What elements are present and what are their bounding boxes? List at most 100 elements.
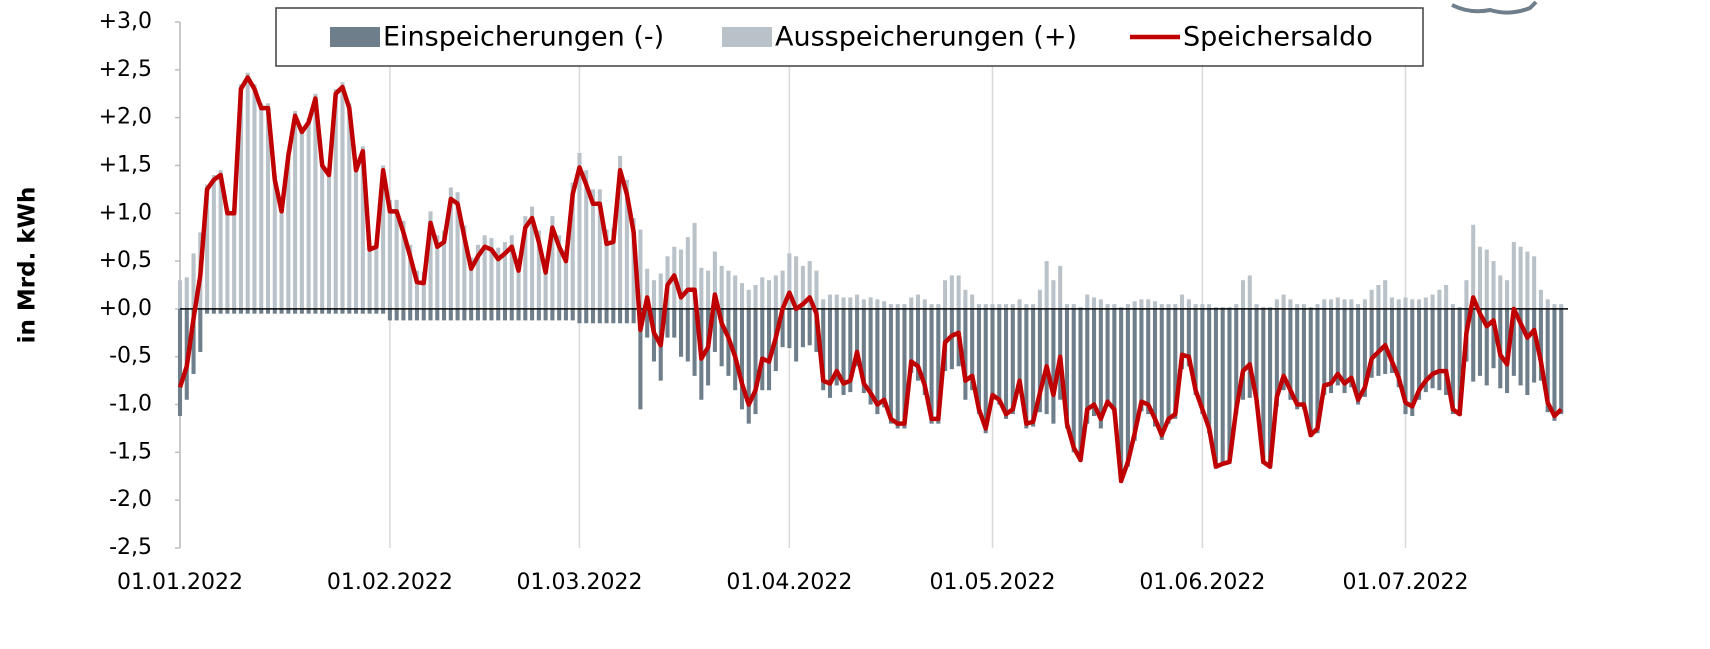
- y-tick-label: +2,0: [99, 105, 152, 130]
- bar: [211, 175, 216, 309]
- bar: [1308, 306, 1313, 309]
- bar: [1498, 275, 1503, 309]
- bar: [1315, 308, 1320, 434]
- bar: [1491, 261, 1496, 309]
- bar: [205, 184, 210, 309]
- bar: [475, 308, 480, 321]
- bar: [760, 308, 765, 391]
- bar: [523, 216, 528, 309]
- bar: [1220, 306, 1225, 309]
- bar: [455, 308, 460, 321]
- bar: [1545, 299, 1550, 309]
- bar: [238, 84, 243, 309]
- bar: [1396, 308, 1401, 388]
- bar: [1308, 308, 1313, 438]
- bar: [340, 308, 345, 314]
- legend: Einspeicherungen (-) Ausspeicherungen (+)…: [275, 7, 1424, 67]
- bar: [706, 270, 711, 309]
- bar: [428, 308, 433, 321]
- bar: [794, 256, 799, 309]
- bar: [909, 297, 914, 309]
- bar: [997, 304, 1002, 309]
- y-tick-label: -0,5: [109, 344, 152, 369]
- bar: [1024, 304, 1029, 309]
- bar: [1322, 299, 1327, 309]
- bar: [794, 308, 799, 362]
- bar: [638, 229, 643, 309]
- bar: [550, 216, 555, 309]
- bar: [374, 241, 379, 309]
- bar: [1342, 299, 1347, 309]
- bar: [882, 301, 887, 309]
- bar: [834, 308, 839, 386]
- legend-label: Speichersaldo: [1183, 22, 1373, 53]
- bar: [428, 211, 433, 309]
- bar: [1071, 308, 1076, 453]
- legend-label: Einspeicherungen (-): [383, 22, 664, 53]
- bar: [1288, 299, 1293, 309]
- x-tick-label: 01.07.2022: [1343, 570, 1469, 595]
- bar: [1559, 304, 1564, 309]
- bar: [1437, 308, 1442, 391]
- bar: [997, 308, 1002, 405]
- bar: [1254, 308, 1259, 405]
- bar: [563, 308, 568, 321]
- bar: [1356, 304, 1361, 309]
- bar: [1200, 304, 1205, 309]
- bar: [990, 308, 995, 400]
- bar: [530, 308, 535, 321]
- bar: [1017, 308, 1022, 391]
- bar: [1152, 308, 1158, 427]
- bar: [1213, 308, 1218, 469]
- bar: [1491, 308, 1496, 369]
- bar: [340, 82, 345, 309]
- bar: [225, 308, 230, 314]
- bar: [414, 270, 420, 309]
- bar: [1119, 306, 1124, 309]
- bar: [990, 304, 995, 309]
- bar: [448, 187, 453, 309]
- bar: [259, 308, 264, 314]
- bar: [435, 235, 440, 309]
- bar: [191, 253, 196, 309]
- bar: [1450, 304, 1455, 309]
- bar: [1511, 308, 1516, 376]
- bar: [1105, 308, 1110, 407]
- bar: [1383, 308, 1388, 374]
- x-tick-label: 01.02.2022: [327, 570, 453, 595]
- bar: [381, 165, 386, 309]
- bar: [875, 308, 880, 415]
- bar: [1240, 280, 1246, 309]
- bar: [455, 192, 460, 309]
- bar: [1139, 308, 1144, 412]
- bar: [448, 308, 453, 321]
- bar: [1146, 308, 1151, 415]
- y-tick-label: -2,5: [109, 535, 152, 560]
- bar: [252, 308, 257, 314]
- y-tick-label: +3,0: [99, 9, 152, 34]
- bar: [780, 270, 785, 309]
- bar: [516, 259, 521, 309]
- bar: [1552, 308, 1557, 421]
- bar: [401, 308, 406, 321]
- bar: [543, 261, 548, 309]
- bar: [1207, 304, 1212, 309]
- bar: [1058, 265, 1063, 309]
- bar: [1119, 308, 1124, 483]
- bar: [827, 308, 833, 398]
- bar: [584, 170, 589, 309]
- bar: [1457, 308, 1462, 417]
- bar: [577, 153, 582, 309]
- bar: [692, 222, 697, 309]
- bar: [299, 127, 304, 309]
- bar: [482, 235, 487, 309]
- y-axis-label: in Mrd. kWh: [15, 187, 41, 344]
- bar: [624, 308, 629, 324]
- bar: [1268, 306, 1273, 309]
- bar: [1410, 299, 1415, 309]
- bar: [1328, 299, 1334, 309]
- bar: [1193, 308, 1198, 395]
- bar: [536, 230, 541, 309]
- bar: [963, 289, 968, 309]
- bar: [1092, 297, 1097, 309]
